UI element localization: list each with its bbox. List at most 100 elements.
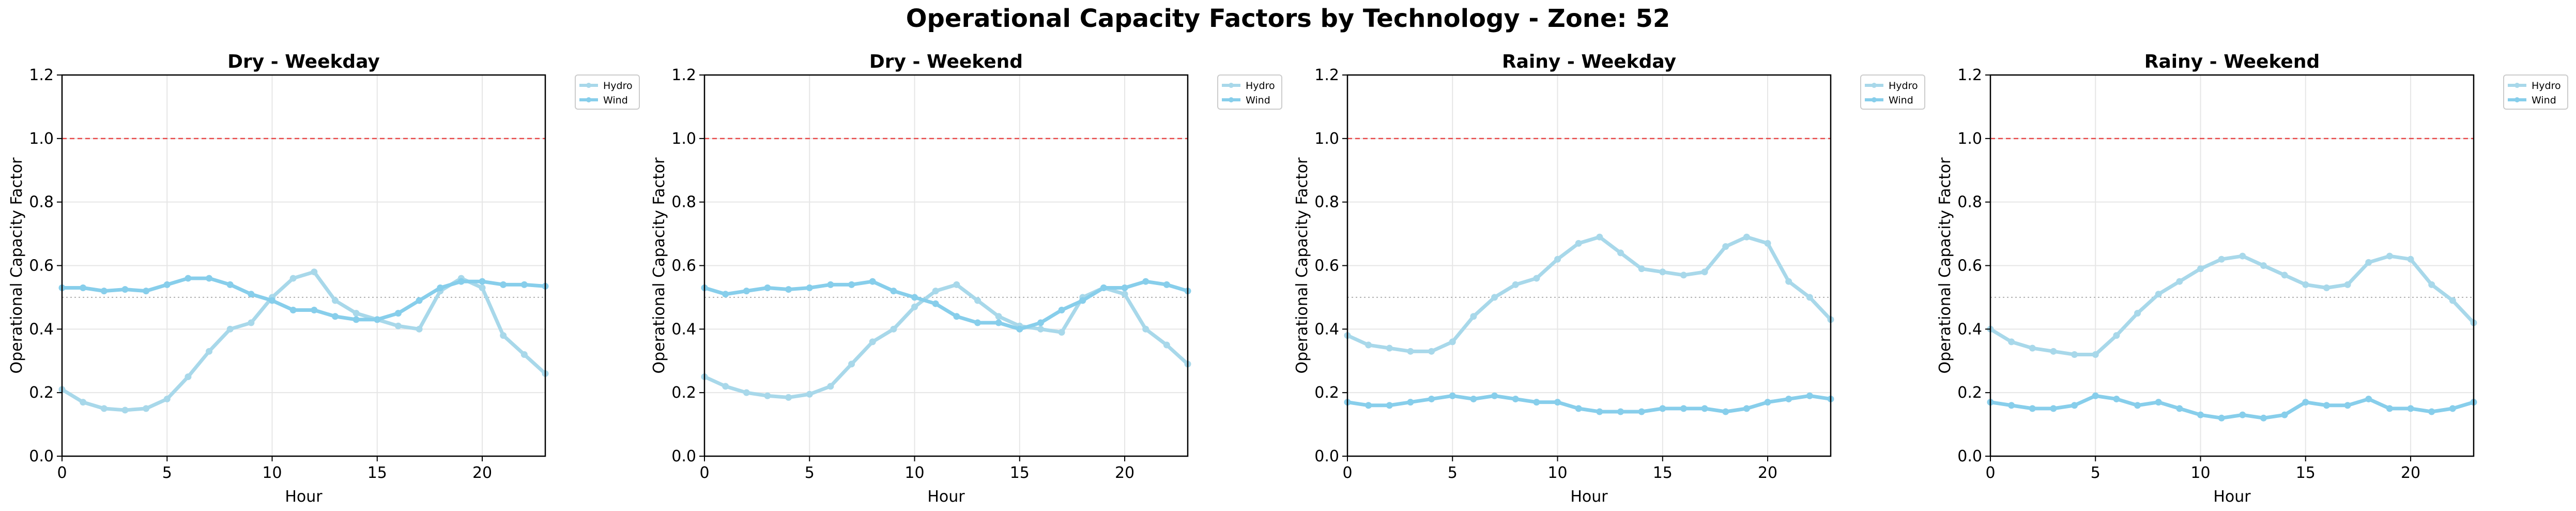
- data-point-wind: [1016, 325, 1023, 333]
- data-point-wind: [2344, 402, 2351, 409]
- series-line-wind: [60, 276, 547, 322]
- data-point-wind: [1722, 408, 1729, 415]
- data-point-wind: [2386, 405, 2393, 412]
- data-point-wind: [289, 306, 297, 313]
- data-point-hydro: [352, 310, 360, 317]
- x-axis-label: Hour: [285, 488, 323, 506]
- data-point-hydro: [2092, 351, 2099, 358]
- data-point-wind: [2323, 402, 2330, 409]
- data-point-wind: [437, 284, 444, 291]
- y-axis-label: Operational Capacity Factor: [8, 157, 26, 374]
- data-point-hydro: [869, 338, 876, 345]
- data-point-hydro: [2302, 281, 2309, 288]
- data-point-wind: [1680, 405, 1687, 412]
- subplot-title: Dry - Weekday: [227, 51, 380, 72]
- y-tick-label: 0.0: [1314, 447, 1339, 465]
- data-point-wind: [311, 306, 318, 313]
- data-point-hydro: [1512, 281, 1519, 288]
- data-point-wind: [2155, 399, 2162, 406]
- subplot-title: Rainy - Weekday: [1502, 51, 1676, 72]
- y-tick-label: 1.0: [1314, 130, 1339, 148]
- data-point-hydro: [1037, 325, 1044, 333]
- data-point-wind: [1575, 405, 1582, 412]
- x-tick-label: 10: [1547, 464, 1567, 482]
- x-tick-label: 15: [367, 464, 387, 482]
- data-point-hydro: [1638, 265, 1645, 273]
- x-tick-label: 20: [2401, 464, 2420, 482]
- y-tick-label: 1.0: [671, 130, 696, 148]
- data-point-wind: [1785, 395, 1792, 402]
- data-point-wind: [1596, 408, 1603, 415]
- data-point-wind: [1449, 392, 1456, 399]
- data-point-wind: [457, 278, 465, 285]
- data-point-wind: [1617, 408, 1624, 415]
- data-point-hydro: [2197, 265, 2204, 273]
- data-point-wind: [520, 281, 528, 288]
- x-tick-label: 10: [262, 464, 282, 482]
- data-point-wind: [2365, 395, 2372, 402]
- data-point-wind: [1491, 392, 1498, 399]
- data-point-hydro: [2428, 281, 2435, 288]
- data-point-hydro: [289, 275, 297, 282]
- data-point-hydro: [995, 313, 1002, 320]
- data-point-hydro: [2155, 291, 2162, 298]
- data-point-wind: [248, 291, 255, 298]
- data-point-wind: [394, 310, 402, 317]
- x-tick-label: 0: [1342, 464, 1352, 482]
- data-point-wind: [100, 288, 108, 295]
- data-point-wind: [1386, 402, 1393, 409]
- data-point-wind: [2050, 405, 2057, 412]
- chart-panel-4: 0 5 10 15 20 0.0 0.2 0.4 0.6 0.8 1.0 1.2 Rainy - Wee…: [1936, 51, 2568, 506]
- y-tick-label: 0.6: [1314, 257, 1339, 275]
- legend-marker: [586, 97, 591, 102]
- data-point-wind: [2239, 411, 2246, 418]
- data-point-hydro: [1058, 328, 1065, 336]
- y-axis-label: Operational Capacity Factor: [1936, 157, 1954, 374]
- data-point-hydro: [1142, 325, 1149, 333]
- data-point-wind: [743, 288, 750, 295]
- x-axis-label: Hour: [2213, 488, 2251, 506]
- chart-panel-3: 0 5 10 15 20 0.0 0.2 0.4 0.6 0.8 1.0 1.2 Rainy - Wee…: [1293, 51, 1925, 506]
- legend-label-wind: Wind: [1246, 95, 1270, 106]
- y-tick-label: 0.8: [29, 193, 54, 212]
- data-point-wind: [1512, 395, 1519, 402]
- data-point-hydro: [764, 392, 771, 399]
- x-tick-label: 15: [1010, 464, 1030, 482]
- x-tick-label: 10: [904, 464, 924, 482]
- data-point-hydro: [1722, 243, 1729, 250]
- data-point-wind: [869, 278, 876, 285]
- data-point-hydro: [311, 268, 318, 276]
- data-point-wind: [2113, 395, 2120, 402]
- y-tick-label: 0.6: [29, 257, 54, 275]
- data-point-wind: [331, 313, 339, 320]
- data-point-wind: [163, 281, 171, 288]
- data-point-hydro: [1470, 313, 1477, 320]
- data-point-hydro: [163, 395, 171, 402]
- data-point-hydro: [2029, 344, 2036, 352]
- data-point-wind: [143, 288, 150, 295]
- chart-panel-2: 0 5 10 15 20 0.0 0.2 0.4 0.6 0.8 1.0 1.2 Dry - Weeke…: [650, 51, 1282, 506]
- data-point-hydro: [2407, 255, 2414, 263]
- data-point-hydro: [1554, 255, 1561, 263]
- data-point-wind: [1121, 284, 1128, 291]
- legend-marker: [1229, 97, 1234, 102]
- x-tick-label: 20: [472, 464, 492, 482]
- data-point-wind: [1554, 399, 1561, 406]
- subplot-title: Dry - Weekend: [869, 51, 1023, 72]
- legend-label-wind: Wind: [2532, 95, 2556, 106]
- data-point-hydro: [121, 407, 129, 414]
- legend-marker: [1229, 83, 1234, 88]
- legend-label-hydro: Hydro: [2532, 80, 2561, 92]
- legend-label-hydro: Hydro: [603, 80, 633, 92]
- x-tick-label: 20: [1758, 464, 1777, 482]
- data-point-wind: [416, 297, 423, 304]
- figure-title: Operational Capacity Factors by Technolo…: [906, 4, 1670, 33]
- data-point-wind: [911, 294, 918, 301]
- data-point-hydro: [785, 394, 792, 401]
- data-point-hydro: [1407, 348, 1414, 355]
- data-point-hydro: [1764, 240, 1771, 247]
- data-point-hydro: [416, 325, 423, 333]
- chart-panel-1: 0 5 10 15 20 0.0 0.2 0.4 0.6 0.8 1.0 1.2 Dry - Weekd…: [8, 51, 640, 506]
- data-point-hydro: [1806, 294, 1813, 301]
- data-point-hydro: [2386, 252, 2393, 260]
